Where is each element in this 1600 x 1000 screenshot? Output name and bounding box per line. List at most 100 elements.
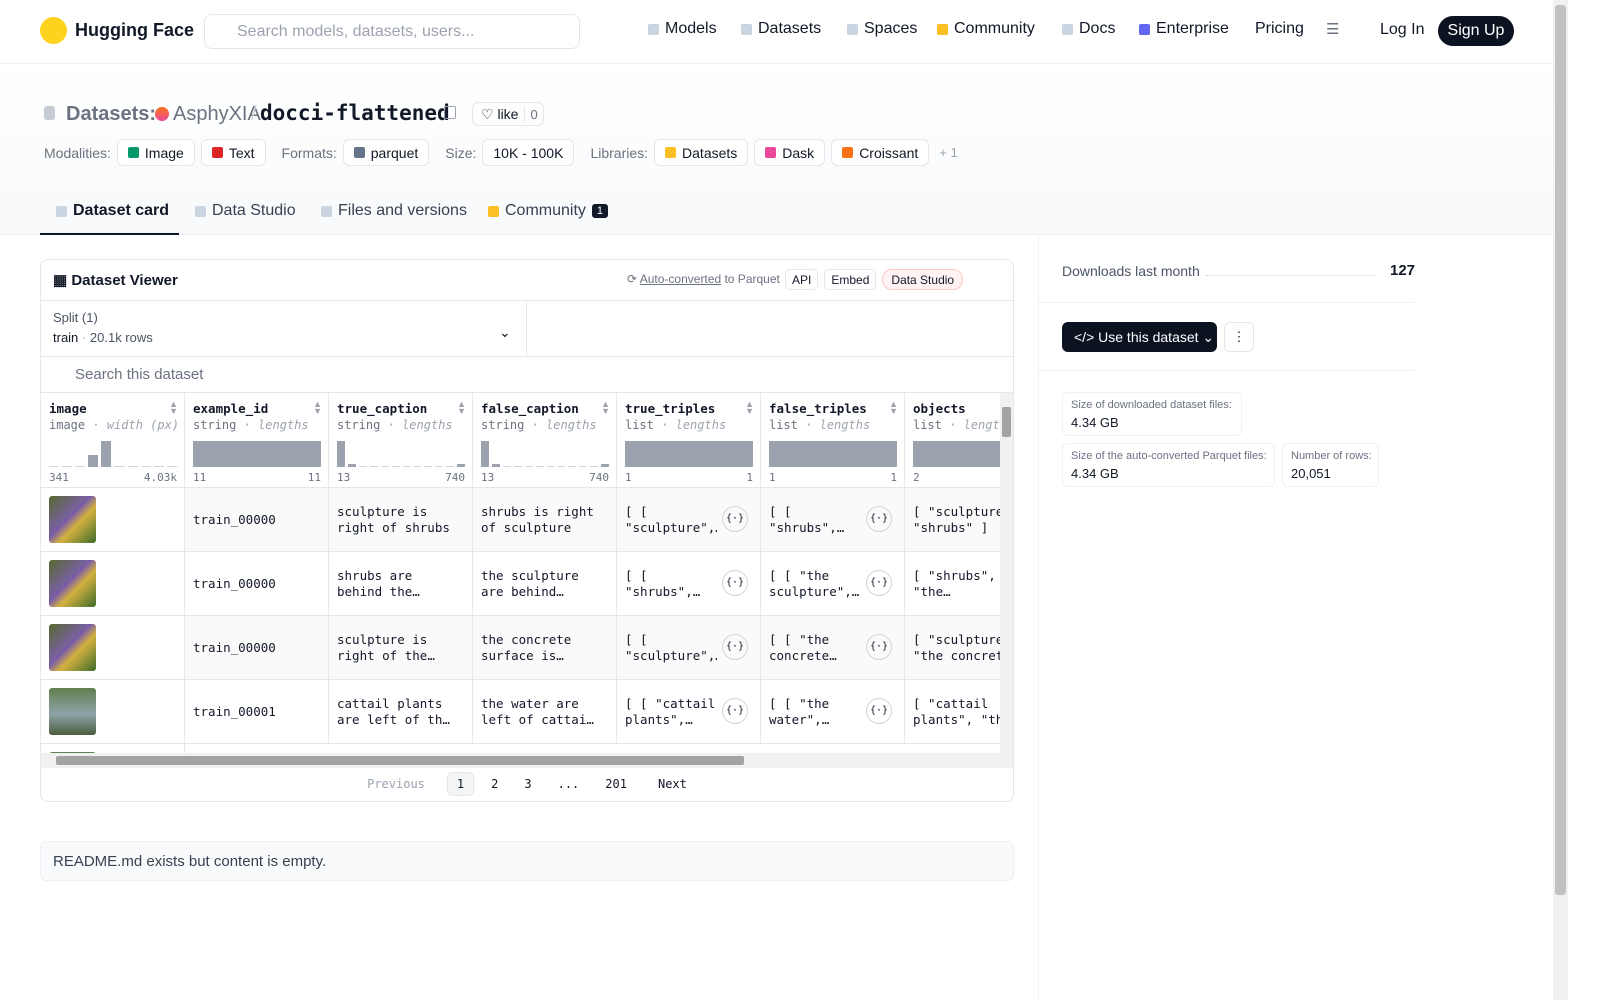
json-icon[interactable]: {·} — [722, 698, 748, 724]
nav-link[interactable]: Enterprise — [1139, 20, 1229, 38]
owner[interactable]: AsphyXIA — [173, 103, 261, 125]
cell: [ "sculpture", "the concrete — [905, 616, 1000, 680]
hist-max: 11 — [307, 471, 321, 484]
nav-link[interactable]: Spaces — [847, 20, 917, 38]
search-box[interactable]: Search models, datasets, users... — [204, 14, 580, 49]
json-icon[interactable]: {·} — [722, 570, 748, 596]
cell: [ "shrubs", "the… — [905, 552, 1000, 616]
like-button[interactable]: ♡ like 0 — [472, 102, 544, 126]
column-type: string · lengths — [337, 418, 464, 432]
table-search[interactable]: Search this dataset — [41, 356, 1013, 393]
type: list — [625, 418, 654, 432]
tag[interactable]: Datasets — [654, 139, 749, 166]
dataset-name: docci-flattened — [260, 101, 450, 125]
tab[interactable]: Dataset card — [56, 202, 169, 220]
thumbnail[interactable] — [49, 496, 96, 543]
nav-link[interactable]: Community — [937, 20, 1035, 38]
use-dataset[interactable]: </> Use this dataset ⌄ — [1062, 322, 1217, 352]
tag[interactable]: Dask — [754, 139, 826, 166]
viewer-button[interactable]: Embed — [824, 269, 877, 290]
tag[interactable]: Croissant — [831, 139, 930, 166]
readme-note: README.md exists but content is empty. — [40, 841, 1014, 881]
nav-link[interactable]: Datasets — [741, 20, 821, 38]
tab-text: Files and versions — [338, 202, 467, 219]
cell: [ [ "the sculpture",… {·} — [761, 552, 905, 616]
h-scrollbar[interactable] — [41, 753, 1013, 768]
login[interactable]: Log In — [1380, 21, 1425, 38]
tab[interactable]: Data Studio — [195, 202, 296, 220]
sort-icon: ▲ ▼ — [601, 399, 610, 416]
json-icon[interactable]: {·} — [866, 698, 892, 724]
cell-text: [ [ "sculpture",… — [625, 631, 717, 663]
cell: cattail plants are left of the water — [329, 680, 473, 744]
logo[interactable] — [40, 17, 67, 44]
page-number[interactable]: ... — [557, 777, 580, 791]
stat: width (px) — [106, 418, 180, 432]
v-scrollbar[interactable] — [1000, 393, 1013, 753]
cell — [41, 488, 185, 552]
json-icon[interactable]: {·} — [866, 570, 892, 596]
brand[interactable]: Hugging Face — [75, 20, 195, 40]
viewer-button[interactable]: Data Studio — [882, 269, 964, 290]
tag[interactable]: 10K - 100K — [482, 139, 575, 166]
tag-icon — [353, 147, 365, 158]
cell: [ [ "sculpture",… {·} — [617, 616, 761, 680]
cell-text: shrubs is right of sculpture — [481, 503, 594, 535]
tab[interactable]: Files and versions — [321, 202, 467, 220]
cell: [ [ "the water", "left… {·} — [761, 680, 905, 744]
column-name: true_caption — [337, 401, 428, 416]
auto-link[interactable]: Auto-converted — [639, 272, 722, 286]
category[interactable]: Datasets: — [66, 103, 157, 125]
nav-link[interactable]: Docs — [1062, 20, 1115, 38]
tag-text: Dask — [782, 144, 815, 161]
page-number[interactable]: 2 — [491, 777, 499, 791]
tag[interactable]: parquet — [342, 139, 430, 166]
signup[interactable]: Sign Up — [1438, 16, 1514, 46]
page-number[interactable]: 1 — [446, 772, 475, 796]
hist-bar — [101, 441, 112, 467]
thumbnail[interactable] — [49, 688, 96, 735]
cell: [ [ "shrubs", "behind", "th… {·} — [617, 552, 761, 616]
split-select[interactable]: Split (1) train · 20.1k rows ⌄ — [41, 300, 527, 356]
thumbnail[interactable] — [49, 624, 96, 671]
thumbnail[interactable] — [49, 560, 96, 607]
json-icon[interactable]: {·} — [866, 506, 892, 532]
hist-bar — [579, 466, 588, 467]
page-number[interactable]: 3 — [524, 777, 532, 791]
cell — [41, 616, 185, 680]
thumbnail[interactable] — [49, 752, 96, 753]
tag[interactable]: Image — [116, 139, 195, 166]
cell — [41, 744, 185, 753]
tag[interactable]: Text — [200, 139, 266, 166]
like-label: ♡ like — [481, 105, 519, 122]
next[interactable]: Next — [657, 777, 687, 791]
tag-text: 10K - 100K — [493, 144, 564, 161]
json-icon[interactable]: {·} — [722, 506, 748, 532]
json-icon[interactable]: {·} — [722, 634, 748, 660]
page-number[interactable]: 201 — [605, 777, 627, 791]
chevron: ⌄ — [499, 324, 511, 340]
nav-link[interactable]: Pricing — [1255, 20, 1304, 38]
more-menu[interactable]: ⋮ — [1224, 322, 1254, 352]
tab-text: Community — [505, 202, 586, 219]
page-scrollbar[interactable] — [1553, 0, 1568, 1000]
viewer-button[interactable]: API — [785, 269, 819, 290]
tag-label: Size: — [445, 144, 477, 161]
more-tags[interactable]: + 1 — [939, 145, 958, 160]
hist-bar — [457, 464, 466, 467]
tab[interactable]: Community 1 — [488, 202, 609, 220]
copy-icon[interactable] — [444, 106, 456, 119]
json-icon[interactable]: {·} — [866, 634, 892, 660]
prev[interactable]: Previous — [367, 777, 425, 791]
rule — [41, 300, 1013, 301]
cell: sculpture is right of shrubs — [329, 488, 473, 552]
hist-range: 13 740 — [481, 471, 609, 484]
split-info: train · 20.1k rows — [53, 330, 153, 345]
hist-bar — [557, 466, 566, 467]
menu-icon[interactable]: ☰ — [1326, 21, 1340, 38]
nav-icon — [1062, 23, 1073, 35]
nav-link[interactable]: Models — [648, 20, 717, 38]
histogram — [913, 441, 1000, 467]
type: string — [481, 418, 525, 432]
